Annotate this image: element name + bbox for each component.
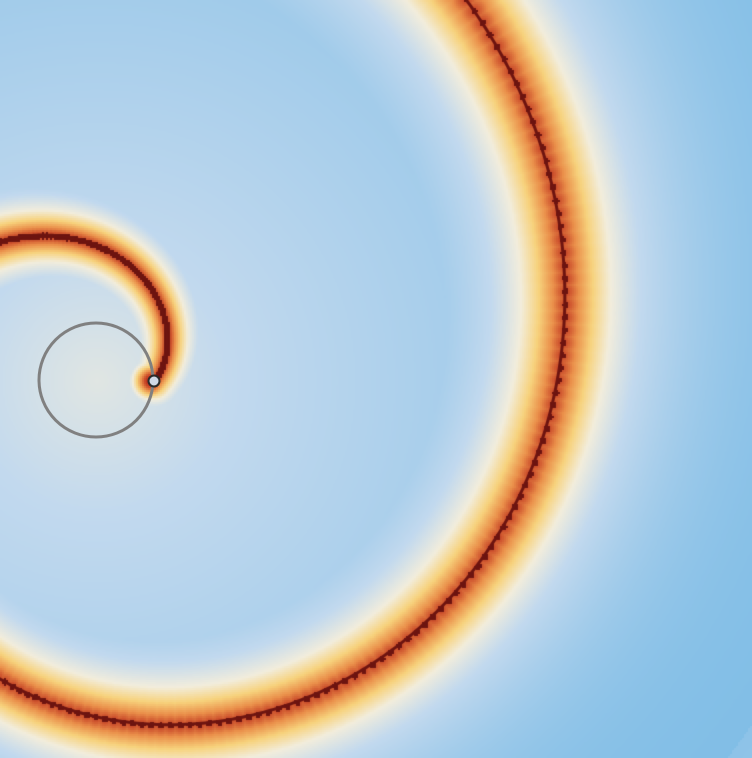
orbit-circle xyxy=(37,321,155,439)
spiral-tip-marker[interactable] xyxy=(147,374,161,388)
